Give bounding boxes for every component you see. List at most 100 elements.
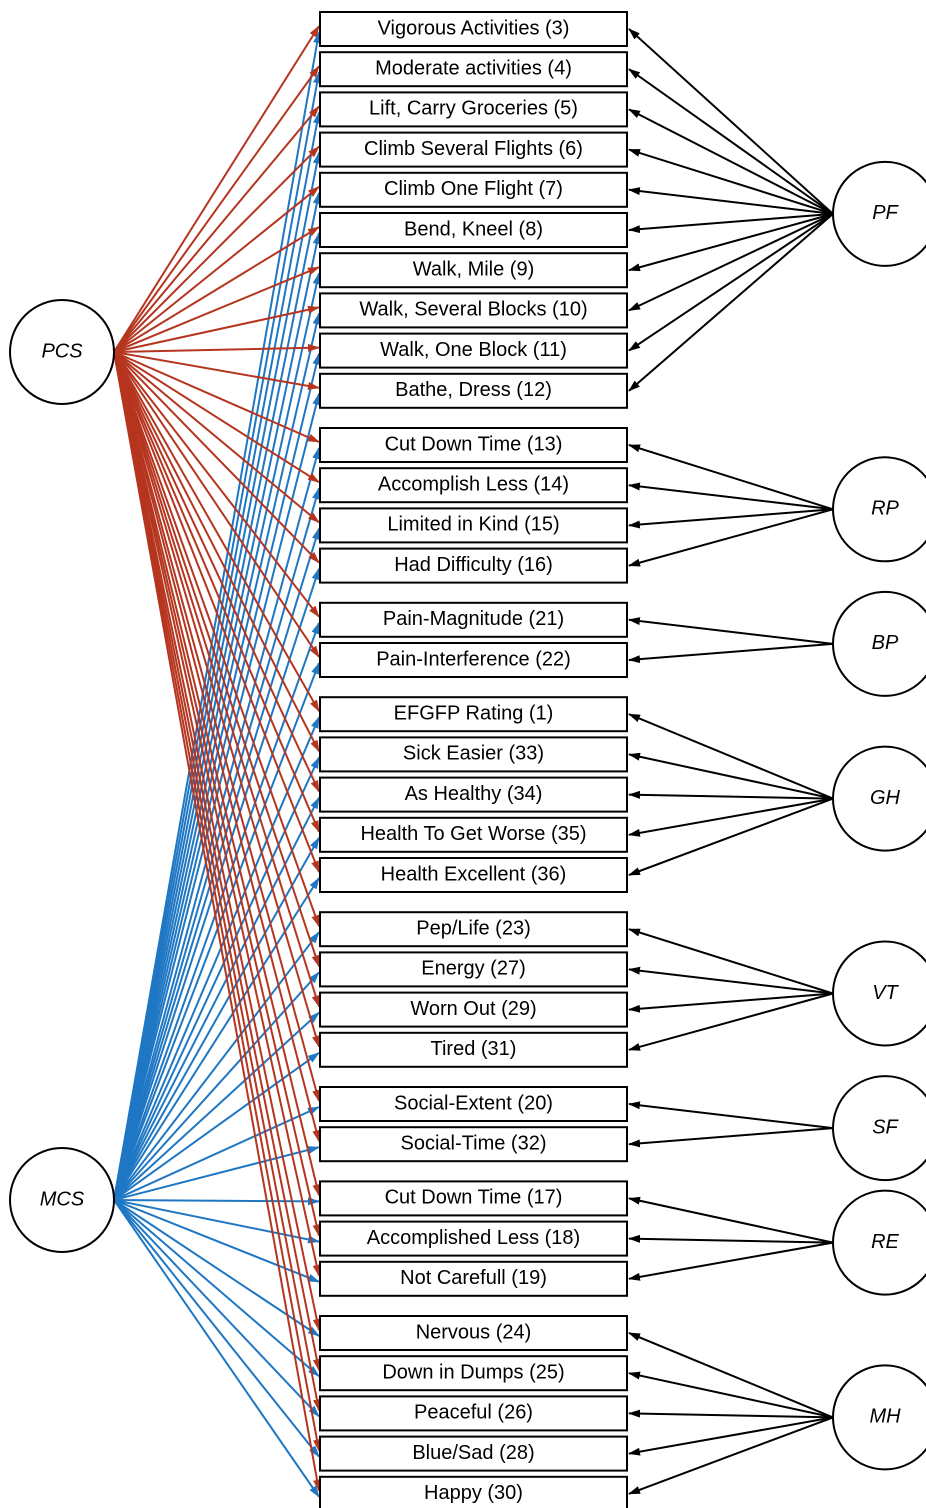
- loading-arrow: [628, 797, 834, 837]
- item-box: [319, 547, 628, 584]
- pcs-arrow: [113, 351, 320, 873]
- mcs-arrow: [113, 232, 321, 1201]
- mcs-arrow: [113, 1199, 320, 1458]
- factor-node: [832, 1075, 926, 1182]
- factor-label: RP: [871, 498, 899, 520]
- loading-arrow: [628, 212, 834, 312]
- factor-label: PF: [872, 202, 899, 224]
- item-box: [319, 1260, 628, 1297]
- item-box: [319, 252, 628, 289]
- loading-arrow: [628, 1409, 834, 1419]
- item-label: Down in Dumps (25): [382, 1361, 564, 1383]
- item-box: [319, 332, 628, 369]
- pcs-arrow: [113, 266, 320, 353]
- item-box: [319, 776, 628, 813]
- summary-node: [9, 1147, 115, 1253]
- loading-arrow: [628, 28, 834, 215]
- summary-label: MCS: [40, 1188, 85, 1210]
- pcs-arrow: [113, 351, 320, 390]
- factor-node: [832, 745, 926, 852]
- item-label: Accomplished Less (18): [367, 1227, 580, 1249]
- pcs-arrow: [113, 351, 321, 1277]
- pcs-arrow: [113, 351, 320, 928]
- loading-arrow: [628, 508, 834, 529]
- loading-arrow: [628, 68, 834, 215]
- pcs-arrow: [113, 351, 321, 1412]
- nodes: PF RP BP GH VT SF RE MH Vigorous Activities (3) M…: [9, 11, 926, 1508]
- loading-arrow: [628, 508, 834, 567]
- factor-label: SF: [872, 1116, 899, 1138]
- loading-arrow: [628, 444, 834, 511]
- loading-arrow: [628, 482, 834, 511]
- pcs-arrow: [113, 351, 320, 1102]
- pcs-arrow: [113, 351, 320, 564]
- loading-arrow: [628, 642, 834, 664]
- item-label: Energy (27): [421, 958, 526, 980]
- loading-arrow: [628, 213, 834, 352]
- item-box: [319, 601, 628, 638]
- loading-arrow: [628, 1101, 834, 1130]
- loading-arrow: [628, 1196, 834, 1244]
- pcs-arrow: [113, 65, 320, 353]
- loading-arrow: [628, 752, 834, 800]
- item-box: [319, 51, 628, 88]
- item-label: Walk, Mile (9): [413, 258, 534, 280]
- item-label: EFGFP Rating (1): [394, 702, 554, 724]
- mcs-arrow: [113, 1199, 320, 1283]
- factor-label: MH: [869, 1406, 901, 1428]
- item-label: Health To Get Worse (35): [360, 823, 586, 845]
- item-label: Limited in Kind (15): [387, 514, 559, 536]
- factor-node: [832, 1364, 926, 1471]
- item-box: [319, 951, 628, 988]
- item-label: Vigorous Activities (3): [378, 17, 570, 39]
- factor-node: [832, 590, 926, 697]
- loading-arrow: [628, 212, 834, 234]
- factor-node: [832, 456, 926, 563]
- factor-node: [832, 940, 926, 1047]
- item-box: [319, 696, 628, 733]
- item-box: [319, 736, 628, 773]
- pcs-arrow: [113, 351, 321, 1237]
- item-box: [319, 816, 628, 853]
- item-label: Walk, Several Blocks (10): [359, 299, 587, 321]
- factor-node: [832, 1189, 926, 1296]
- item-label: Health Excellent (36): [381, 863, 567, 885]
- factor-label: RE: [871, 1231, 899, 1253]
- loading-arrow: [628, 966, 834, 995]
- item-label: Peaceful (26): [414, 1402, 533, 1424]
- loading-arrow: [628, 992, 834, 1013]
- item-box: [319, 1086, 628, 1122]
- item-label: Bathe, Dress (12): [395, 379, 552, 401]
- factor-node: [832, 160, 926, 267]
- factor-label: GH: [870, 787, 901, 809]
- mcs-arrow: [113, 1199, 320, 1418]
- item-label: Happy (30): [424, 1482, 523, 1504]
- item-box: [319, 292, 628, 329]
- item-label: As Healthy (34): [405, 783, 543, 805]
- item-box: [319, 131, 628, 168]
- loading-arrow: [628, 1332, 834, 1419]
- loading-arrow: [628, 212, 834, 272]
- item-label: Pain-Magnitude (21): [383, 608, 564, 630]
- pcs-arrow: [113, 351, 320, 658]
- pcs-arrow: [113, 351, 320, 524]
- item-box: [319, 991, 628, 1028]
- item-label: Sick Easier (33): [403, 743, 544, 765]
- loading-arrow: [628, 1371, 834, 1419]
- summary-node: [9, 299, 115, 405]
- mcs-arrow: [113, 1199, 320, 1377]
- item-box: [319, 427, 628, 463]
- item-box: [319, 1126, 628, 1163]
- item-box: [319, 642, 628, 678]
- pcs-arrow: [113, 351, 321, 1143]
- pcs-arrow: [113, 351, 320, 968]
- pcs-arrow: [113, 351, 320, 753]
- mcs-arrow: [113, 1197, 320, 1206]
- item-label: Had Difficulty (16): [394, 554, 553, 576]
- item-box: [319, 1435, 628, 1472]
- item-label: Pain-Interference (22): [376, 648, 571, 670]
- pcs-arrow: [113, 351, 321, 1197]
- mcs-arrow: [113, 716, 320, 1201]
- item-label: Blue/Sad (28): [412, 1442, 534, 1464]
